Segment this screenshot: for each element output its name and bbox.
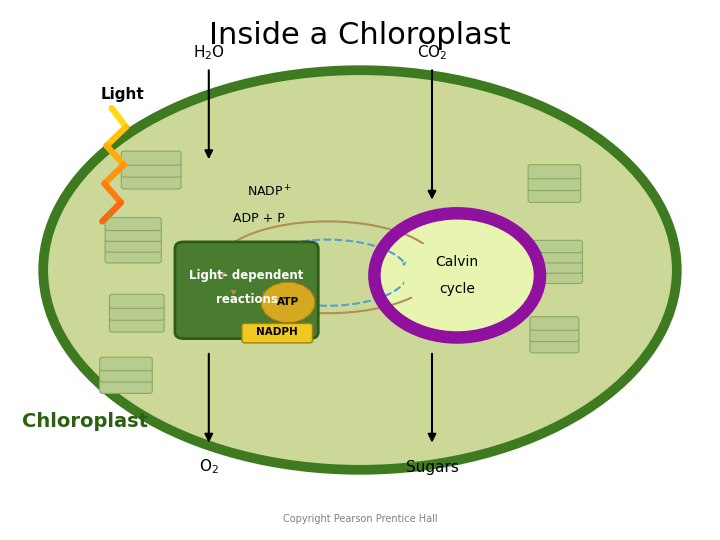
FancyBboxPatch shape bbox=[534, 261, 582, 273]
Text: ATP: ATP bbox=[277, 298, 299, 307]
FancyBboxPatch shape bbox=[121, 151, 181, 165]
FancyBboxPatch shape bbox=[121, 163, 181, 177]
FancyBboxPatch shape bbox=[530, 316, 579, 330]
FancyBboxPatch shape bbox=[530, 340, 579, 353]
Circle shape bbox=[403, 235, 511, 316]
Text: Chloroplast: Chloroplast bbox=[22, 411, 148, 431]
FancyBboxPatch shape bbox=[99, 380, 153, 393]
FancyBboxPatch shape bbox=[121, 175, 181, 189]
Text: NADPH: NADPH bbox=[256, 327, 298, 337]
Text: Copyright Pearson Prentice Hall: Copyright Pearson Prentice Hall bbox=[283, 515, 437, 524]
Text: NADP$^+$: NADP$^+$ bbox=[248, 184, 292, 199]
FancyBboxPatch shape bbox=[105, 239, 161, 252]
FancyBboxPatch shape bbox=[534, 271, 582, 284]
Circle shape bbox=[371, 211, 544, 340]
FancyBboxPatch shape bbox=[109, 294, 164, 308]
FancyBboxPatch shape bbox=[530, 328, 579, 342]
FancyBboxPatch shape bbox=[175, 242, 318, 339]
Text: cycle: cycle bbox=[439, 282, 475, 296]
Text: Light- dependent: Light- dependent bbox=[189, 268, 304, 282]
Text: ADP + P: ADP + P bbox=[233, 212, 285, 225]
Text: Light: Light bbox=[101, 87, 145, 102]
Text: Inside a Chloroplast: Inside a Chloroplast bbox=[209, 21, 511, 50]
Text: CO$_2$: CO$_2$ bbox=[417, 43, 447, 62]
Text: O$_2$: O$_2$ bbox=[199, 458, 219, 476]
FancyBboxPatch shape bbox=[242, 323, 312, 343]
FancyBboxPatch shape bbox=[99, 357, 153, 371]
FancyBboxPatch shape bbox=[534, 240, 582, 253]
FancyBboxPatch shape bbox=[528, 165, 580, 179]
Text: Calvin: Calvin bbox=[436, 255, 479, 269]
Text: H$_2$O: H$_2$O bbox=[193, 43, 225, 62]
FancyBboxPatch shape bbox=[105, 228, 161, 241]
FancyBboxPatch shape bbox=[99, 368, 153, 382]
FancyBboxPatch shape bbox=[528, 177, 580, 191]
Text: reactions: reactions bbox=[216, 293, 277, 307]
Ellipse shape bbox=[43, 70, 677, 470]
FancyBboxPatch shape bbox=[109, 306, 164, 320]
FancyBboxPatch shape bbox=[109, 318, 164, 332]
FancyBboxPatch shape bbox=[105, 250, 161, 263]
FancyBboxPatch shape bbox=[534, 251, 582, 263]
FancyBboxPatch shape bbox=[105, 218, 161, 231]
FancyBboxPatch shape bbox=[528, 188, 580, 202]
Text: Sugars: Sugars bbox=[405, 460, 459, 475]
